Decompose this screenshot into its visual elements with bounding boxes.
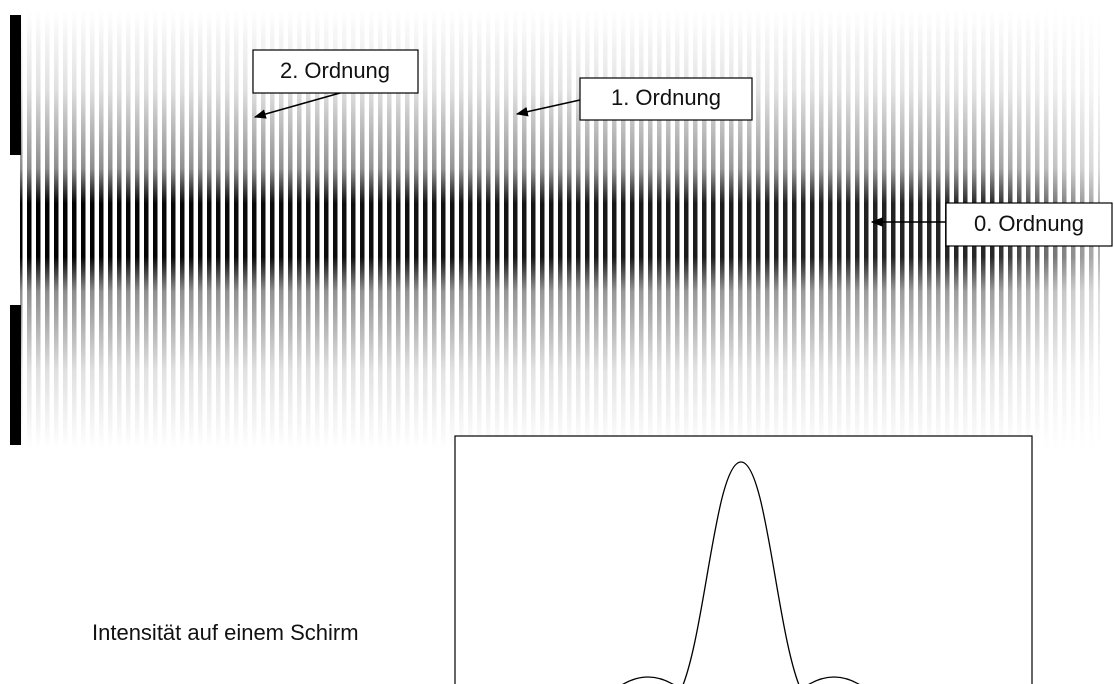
- label-text: 2. Ordnung: [280, 58, 390, 83]
- plot-caption: Intensität auf einem Schirm: [92, 620, 359, 645]
- intensity-plot: Intensität auf einem Schirm: [92, 436, 1032, 684]
- plot-frame: [455, 436, 1032, 684]
- page: 2. Ordnung 1. Ordnung 0. Ordnung Intensi…: [0, 0, 1114, 684]
- label-text: 1. Ordnung: [611, 85, 721, 110]
- wave-pattern: [20, 10, 1100, 450]
- label-text: 0. Ordnung: [974, 211, 1084, 236]
- slit-plate-top: [10, 15, 21, 155]
- slit-plate-bottom: [10, 305, 21, 445]
- diagram: 2. Ordnung 1. Ordnung 0. Ordnung Intensi…: [0, 0, 1114, 684]
